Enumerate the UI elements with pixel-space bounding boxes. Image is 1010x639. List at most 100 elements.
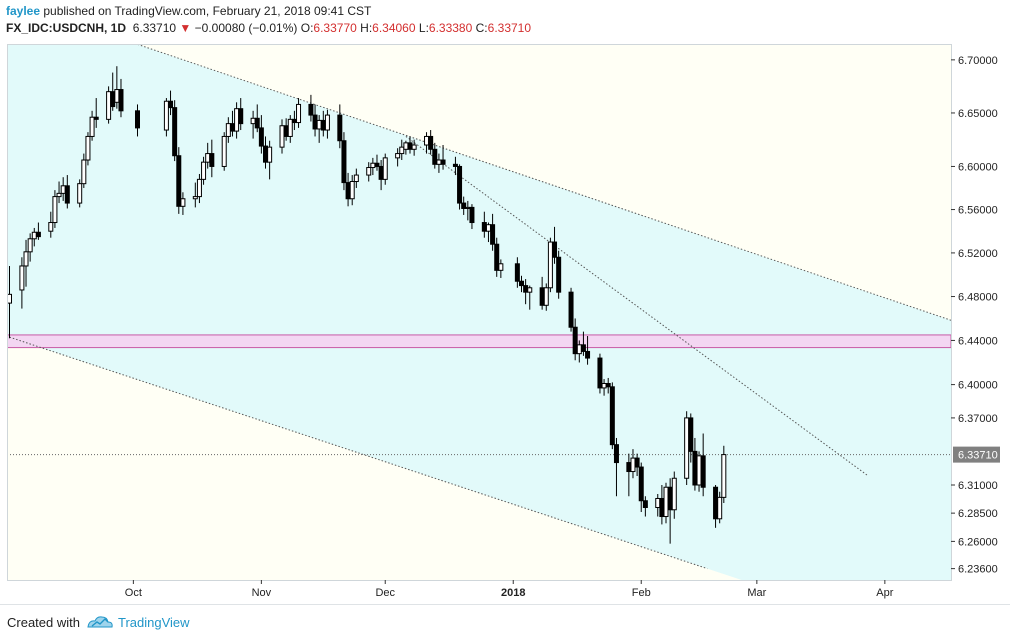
candle-body-up xyxy=(543,287,549,306)
candle xyxy=(176,147,182,214)
candle xyxy=(353,168,359,188)
candle xyxy=(518,275,524,293)
candle xyxy=(638,462,644,513)
author-name[interactable]: faylee xyxy=(6,4,41,18)
candle xyxy=(514,257,520,288)
candle xyxy=(287,115,293,143)
candle-body-up xyxy=(370,162,376,169)
candle xyxy=(48,211,54,238)
down-arrow-icon: ▼ xyxy=(179,21,192,35)
candle xyxy=(201,156,207,185)
candle xyxy=(27,233,33,262)
x-tick-label: Mar xyxy=(747,587,766,599)
y-tick-label: 6.40000 xyxy=(958,380,998,392)
close-value: 6.33710 xyxy=(487,21,532,35)
candle-body-down xyxy=(481,222,487,232)
trendline xyxy=(405,136,869,477)
candle-body-down xyxy=(229,123,235,132)
candle xyxy=(196,173,202,204)
candle-body-down xyxy=(518,280,524,287)
candle-body-up xyxy=(601,382,607,389)
candle xyxy=(547,237,553,293)
candle xyxy=(341,132,347,191)
candle xyxy=(634,453,640,477)
candle-body-down xyxy=(626,462,632,473)
candle-body-up xyxy=(382,157,388,180)
candle-body-up xyxy=(353,174,359,183)
price-axis[interactable]: 6.70000 6.65000 6.60000 6.56000 6.52000 6.480… xyxy=(951,55,998,576)
candle xyxy=(52,190,58,228)
candle-body-up xyxy=(48,222,54,232)
candle xyxy=(308,94,314,122)
candle xyxy=(469,204,475,230)
candle-body-down xyxy=(634,457,640,468)
candle xyxy=(296,98,302,128)
candle-body-down xyxy=(7,170,8,304)
candle xyxy=(118,78,124,118)
candle xyxy=(337,104,343,149)
candle xyxy=(238,98,244,131)
candle xyxy=(440,145,446,170)
resistance-zone xyxy=(7,334,951,349)
tradingview-link[interactable]: TradingView xyxy=(118,615,190,630)
candle xyxy=(432,142,438,169)
candle-body-down xyxy=(374,162,380,167)
candle-body-down xyxy=(713,486,719,520)
candle-body-up xyxy=(89,116,95,137)
symbol-label: FX_IDC:USDCNH, 1D xyxy=(6,21,127,35)
y-tick-label: 6.60000 xyxy=(958,161,998,173)
candle-body-down xyxy=(209,153,215,167)
current-price-tag: 6.33710 xyxy=(953,446,1000,463)
candle xyxy=(461,196,467,215)
candle-body-down xyxy=(308,103,314,116)
candle-body-up xyxy=(465,206,471,209)
candle-body-up xyxy=(163,100,169,131)
candle-body-down xyxy=(452,163,458,167)
candle xyxy=(498,259,504,278)
candle-body-up xyxy=(663,486,669,518)
candle xyxy=(19,257,25,309)
candle-body-down xyxy=(345,182,351,200)
y-tick-label: 6.28500 xyxy=(958,508,998,520)
candle-body-down xyxy=(523,285,529,293)
candle-body-up xyxy=(630,457,636,473)
candle-body-up xyxy=(279,125,285,148)
candle xyxy=(411,139,417,156)
y-tick-label: 6.56000 xyxy=(958,205,998,217)
candle xyxy=(597,353,603,394)
y-tick-label: 6.48000 xyxy=(958,292,998,304)
candle xyxy=(254,104,260,133)
candle-body-up xyxy=(23,251,29,267)
candle xyxy=(580,331,586,356)
candle xyxy=(717,491,723,524)
candle xyxy=(324,109,330,139)
candle xyxy=(609,382,615,450)
candle xyxy=(85,132,91,166)
candle xyxy=(258,115,264,154)
tradingview-logo-icon[interactable] xyxy=(86,614,114,630)
candle-body-down xyxy=(609,386,615,446)
candle-body-up xyxy=(31,231,37,240)
candle xyxy=(374,154,380,171)
candle-body-down xyxy=(490,224,496,245)
candle-body-down xyxy=(118,89,124,112)
x-tick-label: Nov xyxy=(252,587,272,599)
y-tick-label: 6.44000 xyxy=(958,335,998,347)
candle-body-down xyxy=(291,118,297,124)
candle-body-down xyxy=(556,256,562,293)
candle-body-up xyxy=(7,293,12,304)
candle xyxy=(700,433,706,497)
candle-body-up xyxy=(324,114,330,131)
time-axis[interactable]: Oct Nov Dec 2018 Feb Mar Apr xyxy=(125,580,894,599)
current-price-box xyxy=(953,446,1000,463)
candle-body-down xyxy=(605,382,611,388)
candle-body-down xyxy=(93,116,99,120)
y-tick-label: 6.70000 xyxy=(958,55,998,67)
candle-body-down xyxy=(688,417,694,452)
candle xyxy=(23,239,29,287)
candles-layer xyxy=(7,66,727,544)
candle xyxy=(64,175,70,209)
open-value: 6.33770 xyxy=(313,21,357,35)
candle-body-up xyxy=(267,146,273,163)
price-chart[interactable]: 6.70000 6.65000 6.60000 6.56000 6.52000 6.480… xyxy=(0,0,1010,604)
